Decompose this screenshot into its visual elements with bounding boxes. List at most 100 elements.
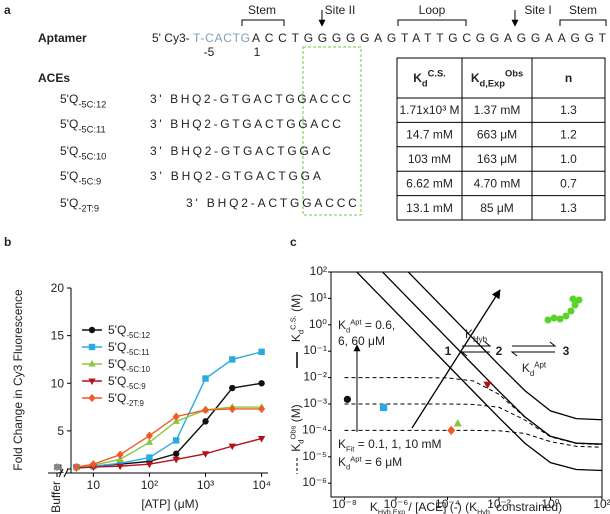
data-point	[201, 451, 210, 458]
region-label: Stem	[569, 3, 597, 17]
ace-sequence: 3' BHQ2-GTGACTGGA	[150, 169, 321, 183]
text-part: 5'Q	[60, 144, 78, 158]
table-cell: 14.7 mM	[406, 128, 453, 142]
text-part: 5'Q	[108, 357, 126, 371]
x-tick-label: 10⁻⁶	[384, 497, 409, 511]
data-point	[172, 450, 180, 457]
data-point	[172, 412, 180, 421]
state-label: 2	[496, 344, 503, 358]
ace-label: 5'Q-5C:12	[60, 92, 106, 110]
table-cell: 1.37 mM	[474, 103, 521, 117]
state-label: 1	[445, 344, 452, 358]
text-part: d	[346, 326, 350, 335]
text-part: Apt	[350, 455, 362, 464]
data-point	[201, 405, 210, 415]
seq-prefix: 5' Cy3-	[152, 31, 190, 45]
text-part: -5C:11	[78, 125, 105, 135]
text-part: n	[565, 71, 572, 85]
text-part: -5C:9	[78, 177, 101, 187]
aptamer-icon	[544, 295, 583, 324]
y-tick-label: 10¹	[310, 290, 327, 304]
table-cell: 4.70 mM	[474, 176, 521, 190]
x-axis-label: KHyb,Exp / [ACE] (-) (KHyb* constrained)	[370, 500, 562, 514]
text-part: 5'Q	[60, 196, 78, 210]
series-line	[76, 351, 262, 468]
data-point	[343, 395, 352, 403]
data-point	[145, 461, 154, 469]
text-part: Fit	[346, 445, 355, 454]
legend-label: 5'Q-2T:9	[108, 391, 144, 408]
text-part: 5'Q	[108, 323, 126, 337]
text-part: K	[522, 361, 530, 375]
table-cell: 1.3	[560, 103, 577, 117]
text-part: *	[490, 500, 493, 509]
text-part: d	[297, 439, 306, 443]
x-tick-label: 10⁴	[252, 478, 271, 492]
data-point	[172, 456, 180, 464]
legend-label: 5'Q-5C:12	[108, 323, 150, 340]
x-tick-label: 10⁻⁸	[332, 497, 357, 511]
legend-label: 5'Q-5C:10	[108, 357, 151, 374]
text-part: d,Exp	[480, 79, 506, 89]
y-tick-label: 15	[51, 329, 65, 343]
table-cell: 663 μM	[477, 128, 517, 142]
data-point	[229, 384, 236, 392]
text-part: K	[469, 500, 477, 514]
axis-break	[58, 468, 69, 478]
table-cell: 13.1 mM	[406, 201, 453, 215]
region-brackets	[241, 10, 607, 27]
y-tick-label: 10⁻⁴	[302, 422, 327, 436]
data-point	[146, 454, 153, 461]
text-part: = 0.1, 1, 10 mM	[354, 437, 441, 451]
region-label: Site I	[524, 3, 551, 17]
text-part: Hyb	[473, 335, 488, 344]
y-tick-label: 1	[57, 462, 64, 476]
y-axis-label: Fold Change in Cy3 Fluorescence	[11, 289, 25, 471]
text-part: d	[530, 369, 534, 378]
buffer-label: Buffer	[49, 481, 63, 513]
ace-sequence: 3' BHQ2-GTGACTGGAC	[150, 144, 331, 158]
text-part: d	[422, 79, 428, 89]
text-part: d	[297, 330, 306, 334]
seq-variable: T-CACTG	[193, 31, 250, 45]
plot-frame	[330, 271, 603, 498]
data-point	[116, 450, 124, 459]
site-box	[302, 46, 362, 216]
ace-sequence: 3' BHQ2-ACTGGACCC	[186, 196, 357, 210]
data-point	[145, 431, 153, 440]
text-part: Apt	[534, 360, 547, 369]
text-part: constrained)	[493, 500, 562, 514]
series-line	[76, 406, 262, 468]
text-part: 5'Q	[108, 391, 126, 405]
text-part: Obs	[289, 425, 298, 439]
data-point	[229, 356, 236, 363]
curve	[407, 272, 602, 421]
text-part: K	[413, 71, 422, 85]
data-point	[228, 443, 236, 451]
text-part: 5'Q	[60, 117, 78, 131]
y-axis-label: KdC.S. (M)	[289, 294, 306, 342]
table-cell: 103 mM	[408, 152, 451, 166]
y-tick-label: 5	[57, 424, 64, 438]
data-point	[379, 403, 388, 412]
data-point	[447, 425, 456, 436]
table-cell: 1.0	[560, 152, 577, 166]
text-part: K	[289, 334, 303, 342]
y-tick-label: 20	[51, 281, 65, 295]
text-part: -5C:12	[126, 331, 150, 340]
table-cell: 85 μM	[480, 201, 514, 215]
data-point	[257, 435, 266, 443]
y-axis-label: KdObs (M)	[289, 404, 306, 451]
text-part: 5'Q	[60, 169, 78, 183]
text-part: K	[471, 71, 480, 85]
legend-marker	[88, 378, 96, 385]
text-part: K	[338, 437, 346, 451]
data-point	[258, 348, 265, 356]
ace-label: 5'Q-5C:10	[60, 144, 106, 162]
x-tick-label: 10⁰	[541, 497, 559, 511]
annotation: KdApt = 0.6,	[338, 318, 395, 335]
y-tick-label: 10⁻¹	[303, 343, 327, 357]
series-line	[76, 382, 262, 468]
legend-marker	[88, 326, 96, 334]
